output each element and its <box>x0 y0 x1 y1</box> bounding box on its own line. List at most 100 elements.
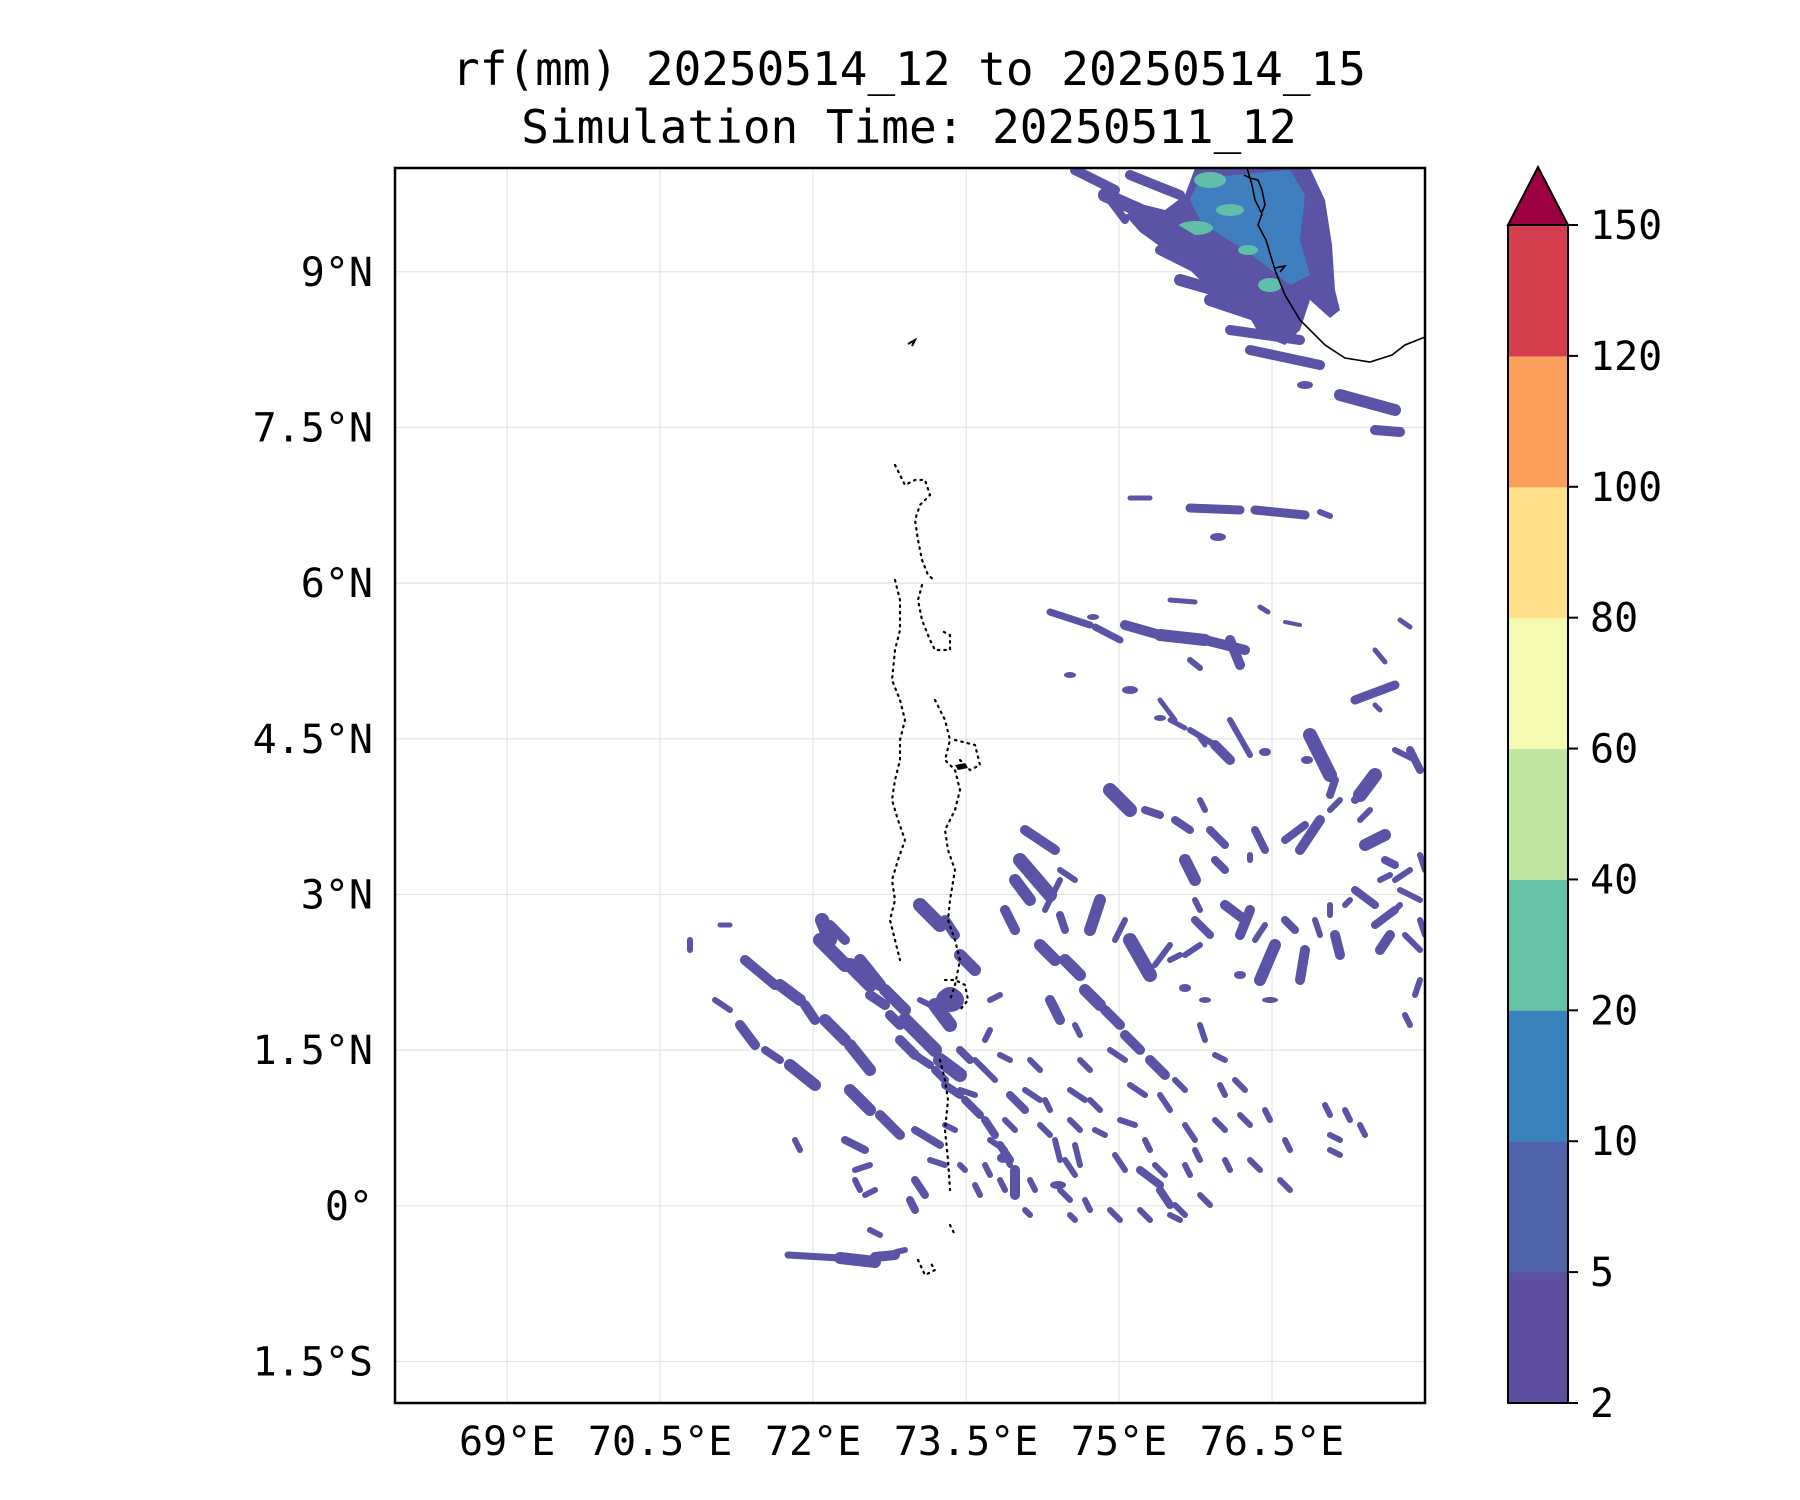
rain-band <box>1227 717 1253 758</box>
rain-cell <box>1199 997 1211 1003</box>
rain-cell <box>997 1153 1009 1163</box>
rain-band <box>1106 196 1129 224</box>
lat-tick-label: 4.5°N <box>253 717 373 763</box>
rain-band <box>844 1084 876 1116</box>
rain-band <box>1002 1117 1018 1133</box>
rain-band <box>1167 1212 1183 1223</box>
rain-band <box>1225 325 1305 345</box>
rain-band <box>1174 274 1256 306</box>
colorbar-tick-label: 10 <box>1590 1119 1638 1165</box>
rain-band <box>1027 1057 1043 1073</box>
coast-inlet <box>1243 174 1266 213</box>
map-title-line2: Simulation Time: 20250511_12 <box>521 100 1297 154</box>
rain-band <box>1370 425 1405 437</box>
rain-band <box>1182 1122 1198 1143</box>
rain-region-kerala-medium <box>1190 170 1310 285</box>
rain-band <box>1206 826 1229 849</box>
male-island <box>955 763 968 770</box>
rain-band <box>1137 1207 1153 1223</box>
lat-tick-label: 1.5°S <box>253 1339 373 1385</box>
rain-band <box>1067 1117 1083 1133</box>
rain-cell <box>1258 278 1282 292</box>
rain-band <box>1222 1157 1233 1173</box>
rain-band <box>1092 1127 1108 1138</box>
rain-band <box>1392 867 1413 883</box>
rain-band <box>1192 897 1203 913</box>
rain-cell <box>1154 715 1166 721</box>
rain-band <box>1067 1212 1078 1223</box>
rain-band <box>1277 1177 1293 1193</box>
rain-band <box>784 1059 821 1091</box>
rain-band <box>941 1081 964 1099</box>
rain-band <box>1167 952 1183 963</box>
rain-band <box>1377 872 1393 883</box>
rain-band <box>927 1157 948 1168</box>
rain-band <box>1091 623 1124 644</box>
lat-tick-label: 0° <box>325 1184 373 1230</box>
rain-band <box>735 1020 760 1050</box>
rain-band <box>1100 1005 1125 1030</box>
rain-band <box>813 933 852 972</box>
rain-band <box>1303 728 1337 782</box>
rain-band <box>1120 620 1165 640</box>
lon-tick-label: 69°E <box>459 1419 555 1465</box>
rain-band <box>1312 917 1323 938</box>
rain-band <box>1072 1022 1083 1038</box>
rain-band <box>1282 1137 1293 1153</box>
colorbar-tick-label: 150 <box>1590 203 1662 249</box>
rain-cell <box>1050 1181 1066 1189</box>
rain-band <box>1330 930 1345 960</box>
rain-band <box>1351 886 1379 909</box>
rain-band <box>862 1187 878 1198</box>
colorbar-segment <box>1508 879 1568 1011</box>
rain-band <box>712 997 733 1013</box>
lon-tick-label: 72°E <box>765 1419 861 1465</box>
rain-band <box>956 1046 974 1064</box>
rain-band <box>1152 942 1173 968</box>
rain-band <box>1350 680 1400 705</box>
rain-band <box>1351 791 1364 804</box>
colorbar-tick-label: 120 <box>1590 334 1662 380</box>
rain-band <box>1059 954 1086 981</box>
colorbar-tick-label: 100 <box>1590 465 1662 511</box>
rain-band <box>792 1137 803 1153</box>
rain-band <box>1117 1117 1138 1128</box>
colorbar-segment <box>1508 225 1568 357</box>
colorbar: 2 5 10 20 40 60 80 100 120 150 <box>1506 164 1662 1427</box>
rain-band <box>1192 1147 1203 1163</box>
coastlines <box>888 168 1425 1277</box>
rain-band <box>1326 776 1339 799</box>
colorbar-extend-arrow <box>1506 164 1570 226</box>
rain-band <box>1107 1047 1128 1063</box>
rain-cell <box>1297 381 1313 389</box>
rain-band <box>1322 1102 1333 1118</box>
coast-inlet <box>1274 264 1288 273</box>
rain-band <box>1079 984 1106 1011</box>
rain-band <box>774 979 806 1006</box>
rain-band <box>1103 783 1137 817</box>
rain-band <box>761 1046 784 1064</box>
lakshadweep-island <box>907 337 918 347</box>
rain-band <box>1136 1166 1164 1189</box>
rain-band <box>879 984 911 1016</box>
rain-cell <box>1234 971 1246 979</box>
rain-band <box>1072 1142 1083 1168</box>
rain-band <box>1127 1082 1148 1098</box>
rain-band <box>1020 825 1060 855</box>
rain-band <box>1152 1162 1168 1178</box>
axis-tick-labels: 69°E 70.5°E 72°E 73.5°E 75°E 76.5°E 9°N 7.5°N 6°… <box>253 250 1345 1465</box>
rain-band <box>1067 1087 1088 1103</box>
rain-band <box>740 955 780 990</box>
rain-band <box>1212 1052 1228 1063</box>
rain-band <box>1157 697 1178 723</box>
rain-band <box>1197 1192 1213 1208</box>
rain-band <box>875 1110 905 1140</box>
rain-band <box>1155 245 1215 280</box>
rain-band <box>1387 902 1403 918</box>
rain-band <box>1022 1207 1033 1218</box>
rain-band <box>911 1126 944 1149</box>
rain-band <box>1052 1137 1063 1163</box>
rain-band <box>1217 1082 1228 1098</box>
rain-band <box>1254 939 1281 986</box>
rain-band <box>987 992 1003 1003</box>
